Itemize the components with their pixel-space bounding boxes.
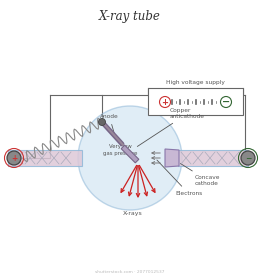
Text: −: −: [245, 154, 251, 163]
Text: Copper
anticathode: Copper anticathode: [137, 108, 205, 146]
Text: shutterstock.com · 2077012537: shutterstock.com · 2077012537: [95, 270, 165, 274]
Text: +: +: [11, 154, 17, 163]
Polygon shape: [121, 145, 139, 163]
Text: +: +: [161, 97, 168, 106]
Text: Concave
cathode: Concave cathode: [180, 164, 220, 186]
Polygon shape: [165, 149, 179, 167]
Text: Very low
gas pressure: Very low gas pressure: [103, 144, 137, 156]
Circle shape: [159, 97, 171, 108]
Circle shape: [99, 118, 106, 125]
Text: X-rays: X-rays: [123, 211, 143, 216]
Circle shape: [7, 151, 21, 165]
Text: Anode: Anode: [100, 114, 119, 133]
Text: X-ray tube: X-ray tube: [99, 10, 161, 22]
Bar: [178, 150, 248, 166]
Text: −: −: [222, 97, 230, 107]
Circle shape: [220, 97, 231, 108]
Ellipse shape: [78, 106, 182, 210]
Text: Electrons: Electrons: [157, 160, 202, 196]
Bar: [148, 88, 243, 115]
Bar: [8, 150, 82, 166]
Text: High voltage supply: High voltage supply: [166, 80, 225, 85]
Circle shape: [241, 151, 255, 165]
